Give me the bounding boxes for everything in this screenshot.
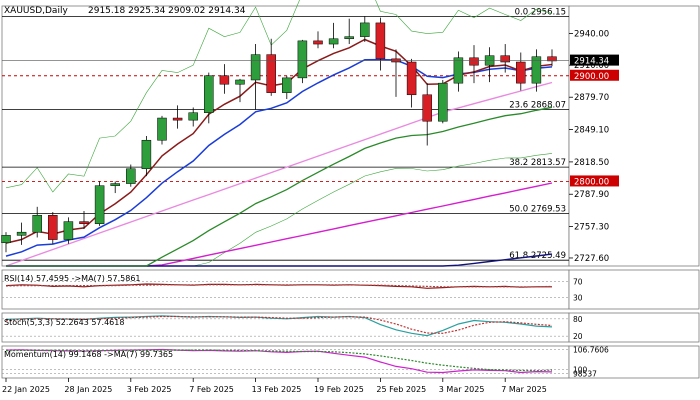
rsi-panel-axis-frame <box>568 269 700 310</box>
candle-bullish <box>531 56 542 84</box>
main-panel-frame <box>1 5 570 267</box>
time-tick-label: 7 Feb 2025 <box>189 385 234 394</box>
indicator-series-line <box>5 349 553 372</box>
rsi-panel: 70 30 <box>2 278 583 302</box>
stoch-title: Stoch(5,3,3) 52.2643 57.4618 <box>4 318 124 327</box>
candle-bullish <box>188 112 198 121</box>
fib-label: 23.6 2868.07 <box>509 101 566 111</box>
price-tick-label: 2818.50 <box>574 158 609 168</box>
ma-pink-line <box>5 81 553 267</box>
ema-green-line <box>6 106 553 267</box>
panel-frames <box>1 5 700 379</box>
candle-bullish <box>157 117 167 141</box>
candle-bullish <box>360 22 370 37</box>
indicator-tick-label: 70 <box>573 278 583 287</box>
price-tick-label: 2940.00 <box>574 29 609 39</box>
candle-bullish <box>204 75 214 113</box>
price-tick-label: 2910.00 <box>574 61 609 71</box>
candle-bullish <box>1 235 11 243</box>
candle-bullish <box>110 183 120 186</box>
candle-bearish <box>48 215 58 240</box>
time-tick-label: 7 Mar 2025 <box>501 385 547 394</box>
rsi-panel-frame <box>1 269 570 310</box>
indicator-tick-label: 106.7606 <box>573 346 609 355</box>
price-tick-label: 2849.10 <box>574 126 609 136</box>
fib-label: 38.2 2813.57 <box>509 158 566 168</box>
candle-bearish <box>266 54 276 93</box>
bollinger-upper <box>5 0 553 193</box>
horizontal-levels <box>2 75 569 182</box>
level-tag <box>570 175 619 187</box>
candle-bullish <box>453 57 464 84</box>
momentum-panel-axis-frame <box>568 345 700 379</box>
candle-bearish <box>469 57 479 66</box>
symbol-label: XAUUSD,Daily <box>4 6 68 16</box>
candle-bearish <box>516 61 526 84</box>
candle-bearish <box>406 61 417 96</box>
level-tag <box>570 69 619 81</box>
time-tick-label: 13 Feb 2025 <box>252 385 302 394</box>
price-tick-label: 2757.30 <box>574 223 609 233</box>
indicator-tick-label: 80 <box>573 315 583 324</box>
time-tick-label: 28 Jan 2025 <box>64 385 112 394</box>
candle-bullish <box>63 221 74 240</box>
indicator-tick-label: 98537 <box>573 370 597 379</box>
candle-bullish <box>328 38 339 45</box>
main-panel-axis-frame <box>568 5 700 267</box>
stochastic-panel: 80 20 <box>2 315 583 341</box>
time-tick-label: 22 Jan 2025 <box>2 385 50 394</box>
candle-bearish <box>422 94 432 122</box>
stoch-panel-frame <box>1 312 570 343</box>
candle-bullish <box>297 40 308 79</box>
rsi-title: RSI(14) 57.4595 ->MA(7) 57.5861 <box>4 274 141 283</box>
candle-bullish <box>141 139 152 170</box>
last-price-label: 2914.34 <box>574 57 609 67</box>
candle-bearish <box>219 75 230 85</box>
candle-bullish <box>282 77 292 93</box>
indicator-tick-label: 30 <box>573 293 583 302</box>
level-tag-label: 2800.00 <box>574 177 609 187</box>
candle-bullish <box>250 54 261 81</box>
candle-bullish <box>32 215 42 233</box>
candle-bullish <box>16 231 27 236</box>
price-tick-label: 2787.90 <box>574 190 609 200</box>
candle-bearish <box>500 55 510 63</box>
candle-bearish <box>375 22 386 60</box>
fib-label: 50.0 2769.53 <box>509 205 566 215</box>
price-tags: 2914.34 2900.00 2800.00 <box>2 54 619 187</box>
indicator-tick-label: 20 <box>573 332 583 341</box>
time-axis: 22 Jan 2025 28 Jan 2025 3 Feb 2025 7 Feb 20… <box>2 378 547 394</box>
candle-bullish <box>438 82 448 122</box>
stoch-panel-axis-frame <box>568 312 700 343</box>
candle-bearish <box>313 40 323 45</box>
candle-bearish <box>79 221 89 224</box>
time-tick-label: 25 Feb 2025 <box>376 385 426 394</box>
candle-bearish <box>547 56 557 62</box>
momentum-title: Momentum(14) 99.1468 ->MA(7) 99.7365 <box>4 350 173 359</box>
time-tick-label: 3 Mar 2025 <box>439 385 485 394</box>
candle-bullish <box>126 168 136 184</box>
candle-bullish <box>344 36 354 40</box>
last-price-tag <box>570 54 619 66</box>
price-tick-label: 2879.70 <box>574 93 609 103</box>
indicator-series-line <box>5 315 553 334</box>
indicator-series-line <box>5 284 553 288</box>
fib-label: 0.0 2956.15 <box>515 7 566 17</box>
time-tick-label: 19 Feb 2025 <box>314 385 364 394</box>
candle-bullish <box>94 185 105 224</box>
time-tick-label: 3 Feb 2025 <box>127 385 172 394</box>
indicator-tick-label: 100 <box>573 365 588 374</box>
level-tag-label: 2900.00 <box>574 72 609 82</box>
ohlc-readout: 2915.18 2925.34 2909.02 2914.34 <box>88 6 246 16</box>
candle-bearish <box>172 117 183 121</box>
candle-bullish <box>235 79 245 85</box>
price-tick-label: 2727.60 <box>574 254 609 264</box>
